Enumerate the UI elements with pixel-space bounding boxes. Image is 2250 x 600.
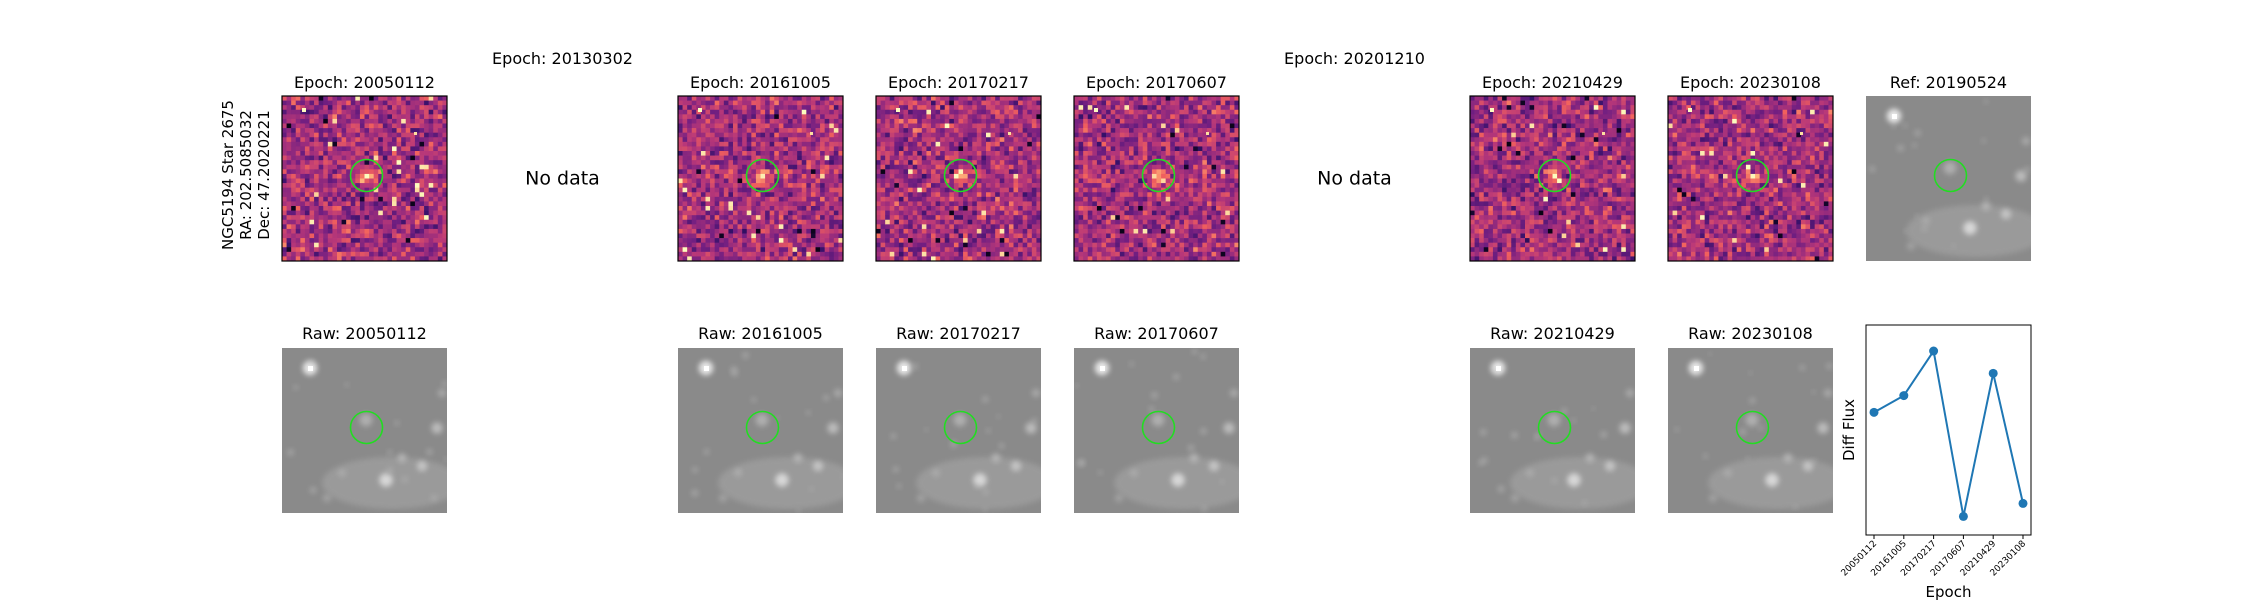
aperture-circle	[1141, 410, 1176, 445]
bottom_row-panel-6: Raw: 20210429	[1470, 324, 1635, 513]
panel-title: Epoch: 20050112	[294, 73, 435, 92]
top_row-panel-2: Epoch: 20161005	[677, 73, 844, 262]
panel-title: Raw: 20161005	[698, 324, 823, 343]
target-object: NGC5194 Star 2675	[219, 100, 237, 250]
panel-title: Epoch: 20210429	[1482, 73, 1623, 92]
aperture-circle	[349, 410, 384, 445]
top_row-panel-4: Epoch: 20170607	[1073, 73, 1240, 262]
aperture-circle	[1141, 158, 1176, 193]
difference-image	[1470, 96, 1636, 262]
data-point	[1929, 346, 1939, 356]
series-line	[1873, 348, 2024, 517]
aperture-circle	[745, 158, 780, 193]
data-point	[1958, 511, 1968, 521]
top_row-panel-7: Epoch: 20230108	[1667, 73, 1834, 262]
bottom_row-panel-3: Raw: 20170217	[876, 324, 1041, 513]
aperture-circle	[943, 158, 978, 193]
x-axis-label: Epoch	[1926, 583, 1972, 600]
panel-title: Raw: 20170217	[896, 324, 1021, 343]
target-dec: Dec: 47.2020221	[255, 110, 273, 240]
panel-title: Epoch: 20230108	[1680, 73, 1821, 92]
raw-image	[876, 348, 1041, 513]
panel-title: Raw: 20170607	[1094, 324, 1219, 343]
panel-title: Raw: 20050112	[302, 324, 427, 343]
top_row-panel-8: Ref: 20190524	[1866, 73, 2031, 261]
difference-image	[282, 96, 448, 262]
top_row-panel-5: Epoch: 20201210 No data	[1284, 49, 1425, 190]
y-axis-label: Diff Flux	[1840, 399, 1858, 461]
aperture-circle	[1735, 410, 1770, 445]
bottom_row-panel-7: Raw: 20230108	[1668, 324, 1833, 513]
raw-image	[1470, 348, 1635, 513]
panel-title: Epoch: 20170607	[1086, 73, 1227, 92]
target-ra: RA: 202.5085032	[237, 110, 255, 240]
top_row-panel-1: Epoch: 20130302 No data	[492, 49, 633, 190]
top_row-panel-3: Epoch: 20170217	[875, 73, 1042, 262]
bottom_row-panel-0: Raw: 20050112	[282, 324, 447, 513]
aperture-circle	[1537, 410, 1572, 445]
target-label: NGC5194 Star 2675 RA: 202.5085032 Dec: 4…	[219, 100, 273, 250]
data-point	[1899, 391, 1909, 401]
panel-title: Ref: 20190524	[1890, 73, 2007, 92]
difference-image	[1074, 96, 1240, 262]
difference-image	[678, 96, 844, 262]
aperture-circle	[943, 410, 978, 445]
panel-title: Epoch: 20201210	[1284, 49, 1425, 68]
bottom_row-panel-2: Raw: 20161005	[678, 324, 843, 513]
aperture-circle	[1537, 158, 1572, 193]
raw-image	[1074, 348, 1239, 513]
raw-image	[678, 348, 843, 513]
panel-title: Raw: 20230108	[1688, 324, 1813, 343]
aperture-circle	[745, 410, 780, 445]
top_row-panel-0: Epoch: 20050112	[281, 73, 448, 262]
difference-image	[876, 96, 1042, 262]
data-point	[1869, 407, 1879, 417]
raw-image	[1866, 96, 2031, 261]
raw-image	[1668, 348, 1833, 513]
lightcurve-panel: 2005011220161005201702172017060720210429…	[1840, 324, 2032, 600]
aperture-circle	[349, 158, 384, 193]
aperture-circle	[1735, 158, 1770, 193]
top_row-panel-6: Epoch: 20210429	[1469, 73, 1636, 262]
aperture-circle	[1933, 158, 1968, 193]
panel-title: Epoch: 20130302	[492, 49, 633, 68]
no-data-label: No data	[1317, 168, 1392, 190]
difference-image	[1668, 96, 1834, 262]
data-point	[2018, 498, 2028, 508]
panel-title: Epoch: 20170217	[888, 73, 1029, 92]
data-point	[1988, 368, 1998, 378]
panel-title: Raw: 20210429	[1490, 324, 1615, 343]
bottom_row-panel-4: Raw: 20170607	[1074, 324, 1239, 513]
panel-title: Epoch: 20161005	[690, 73, 831, 92]
no-data-label: No data	[525, 168, 600, 190]
raw-image	[282, 348, 447, 513]
